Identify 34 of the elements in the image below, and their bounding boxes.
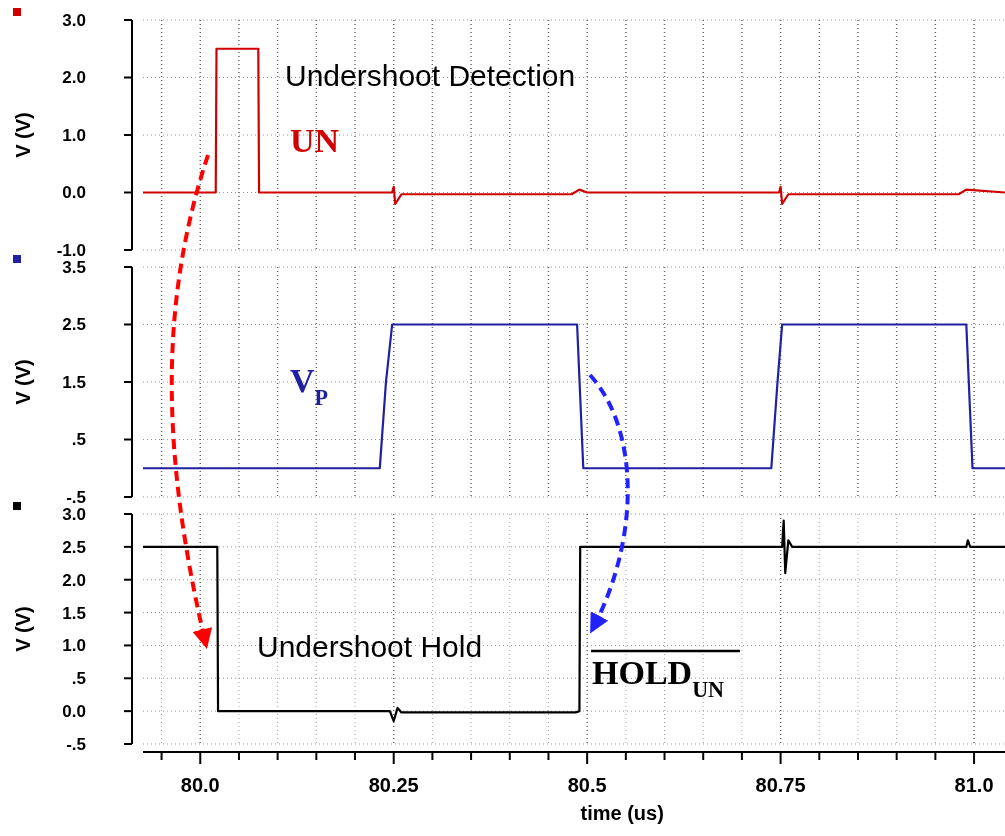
y-tick-label: 3.0 xyxy=(62,504,86,524)
y-tick-label: -.5 xyxy=(66,487,86,507)
series-label: UN xyxy=(290,122,340,159)
series-label: V$_{P}$ xyxy=(290,362,329,410)
y-tick-label: 3.0 xyxy=(62,10,86,30)
x-axis-title: time (us) xyxy=(580,802,664,824)
y-tick-label: 2.5 xyxy=(62,537,86,557)
y-tick-label: 3.5 xyxy=(62,257,86,277)
x-tick-label: 80.0 xyxy=(180,774,220,796)
legend-label: HOLD$_{UN}$ xyxy=(592,654,725,702)
y-tick-label: 1.5 xyxy=(62,603,86,623)
y-tick-label: 0.0 xyxy=(62,702,86,722)
y-axis-title: V (V) xyxy=(12,359,34,405)
y-tick-label: 1.0 xyxy=(62,636,86,656)
y-tick-label: 2.0 xyxy=(62,570,86,590)
annotation: Undershoot Detection xyxy=(285,59,576,92)
y-tick-label: 1.5 xyxy=(62,372,86,392)
x-tick-label: 80.25 xyxy=(368,774,419,796)
line-series xyxy=(141,47,1005,206)
y-tick-label: 0.0 xyxy=(62,183,86,203)
y-axis-title: V (V) xyxy=(12,112,34,158)
x-tick-label: 80.5 xyxy=(567,774,607,796)
y-tick-label: .5 xyxy=(71,430,86,450)
y-tick-label: 2.0 xyxy=(62,68,86,88)
y-tick-label: 1.0 xyxy=(62,125,86,145)
annotation: Undershoot Hold xyxy=(257,630,483,663)
y-tick-label: -.5 xyxy=(66,734,86,754)
line-series xyxy=(141,519,1005,723)
x-tick-label: 81.0 xyxy=(954,774,994,796)
y-tick-label: -1.0 xyxy=(56,240,86,260)
y-tick-label: 2.5 xyxy=(62,315,86,335)
y-tick-label: .5 xyxy=(71,669,86,689)
y-axis-title: V (V) xyxy=(12,606,34,652)
x-tick-label: 80.75 xyxy=(755,774,806,796)
